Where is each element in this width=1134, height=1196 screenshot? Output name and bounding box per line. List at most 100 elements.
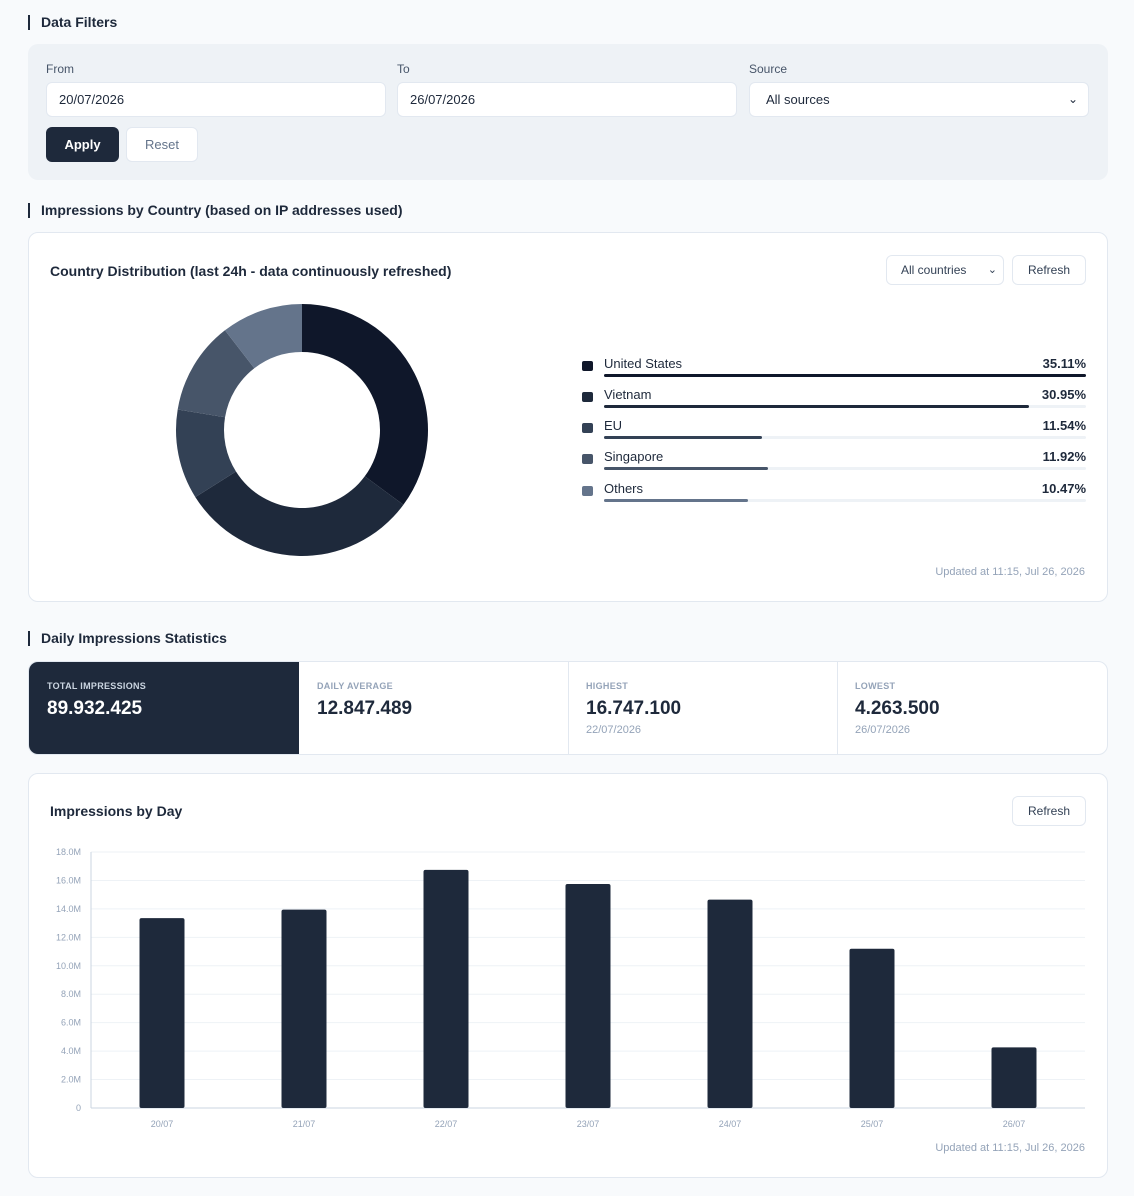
- legend-item: Others 10.47%: [582, 481, 1086, 507]
- y-tick-label: 4.0M: [61, 1046, 81, 1056]
- stat-highest: HIGHEST 16.747.100 22/07/2026: [568, 662, 838, 754]
- to-label: To: [397, 62, 410, 76]
- stat-label: DAILY AVERAGE: [317, 681, 393, 691]
- bar-22-07: [423, 869, 469, 1108]
- legend-label: Others: [604, 481, 644, 496]
- x-tick-label: 24/07: [719, 1119, 742, 1129]
- day-updated-text: Updated at 11:15, Jul 26, 2026: [935, 1142, 1085, 1154]
- to-date-input[interactable]: 26/07/2026: [397, 82, 737, 117]
- legend-bar-fill: [604, 374, 1086, 377]
- country-updated-text: Updated at 11:15, Jul 26, 2026: [935, 566, 1085, 578]
- country-select[interactable]: All countries ⌄: [886, 255, 1004, 285]
- legend-item: United States 35.11%: [582, 356, 1086, 382]
- legend-bar-track: [604, 499, 1086, 502]
- x-tick-label: 21/07: [293, 1119, 316, 1129]
- bar-24-07: [707, 899, 753, 1108]
- reset-button[interactable]: Reset: [126, 127, 198, 162]
- y-tick-label: 16.0M: [56, 875, 81, 885]
- stat-value: 4.263.500: [855, 698, 940, 719]
- stat-total-impressions: TOTAL IMPRESSIONS 89.932.425: [29, 662, 299, 754]
- legend-swatch: [582, 392, 593, 402]
- y-tick-label: 10.0M: [56, 961, 81, 971]
- filters-section-title: Data Filters: [28, 15, 117, 30]
- y-tick-label: 14.0M: [56, 904, 81, 914]
- legend-bar-track: [604, 467, 1086, 470]
- stat-value: 12.847.489: [317, 698, 413, 719]
- y-tick-label: 12.0M: [56, 932, 81, 942]
- stat-label: TOTAL IMPRESSIONS: [47, 681, 147, 691]
- donut-slice-united-states: [302, 304, 429, 505]
- chevron-down-icon: ⌄: [987, 264, 997, 276]
- legend-bar-fill: [604, 499, 748, 502]
- donut-slice-others: [224, 304, 302, 369]
- donut-slice-singapore: [177, 330, 255, 418]
- filters-panel: From 20/07/2026 To 26/07/2026 Source All…: [28, 44, 1108, 180]
- legend-swatch: [582, 361, 593, 371]
- legend-bar-fill: [604, 467, 768, 470]
- stat-value: 16.747.100: [586, 698, 682, 719]
- stat-lowest: LOWEST 4.263.500 26/07/2026: [837, 662, 1107, 754]
- bar-21-07: [281, 909, 327, 1108]
- y-tick-label: 8.0M: [61, 989, 81, 999]
- legend-item: EU 11.54%: [582, 418, 1086, 444]
- bar-25-07: [849, 948, 895, 1108]
- stat-date: 22/07/2026: [586, 724, 642, 736]
- legend-label: Vietnam: [604, 387, 652, 402]
- chevron-down-icon: ⌄: [1067, 92, 1078, 106]
- country-distribution-card: Country Distribution (last 24h - data co…: [28, 232, 1108, 602]
- legend-item: Vietnam 30.95%: [582, 387, 1086, 413]
- country-select-value: All countries: [901, 263, 967, 277]
- legend-bar-track: [604, 405, 1086, 408]
- legend-swatch: [582, 486, 593, 496]
- daily-section-title: Daily Impressions Statistics: [28, 631, 227, 646]
- y-tick-label: 2.0M: [61, 1075, 81, 1085]
- legend-label: Singapore: [604, 449, 664, 464]
- y-tick-label: 6.0M: [61, 1018, 81, 1028]
- donut-chart: [176, 304, 429, 556]
- day-refresh-button[interactable]: Refresh: [1012, 796, 1086, 826]
- x-tick-label: 26/07: [1003, 1119, 1026, 1129]
- stat-date: 26/07/2026: [855, 724, 911, 736]
- y-tick-label: 0: [76, 1103, 81, 1113]
- from-label: From: [46, 62, 74, 76]
- bar-chart: 0 2.0M 4.0M 6.0M 8.0M 10.0M 12.0M 14.0M 16.0M 18.…: [56, 847, 1085, 1129]
- y-tick-label: 18.0M: [56, 847, 81, 857]
- from-date-input[interactable]: 20/07/2026: [46, 82, 386, 117]
- x-tick-label: 23/07: [577, 1119, 600, 1129]
- legend-bar-fill: [604, 436, 763, 439]
- x-tick-label: 22/07: [435, 1119, 458, 1129]
- legend-percentage: 35.11%: [1042, 356, 1086, 371]
- x-tick-label: 20/07: [151, 1119, 174, 1129]
- legend-label: EU: [604, 418, 623, 433]
- stat-daily-average: DAILY AVERAGE 12.847.489: [299, 662, 569, 754]
- legend-percentage: 11.54%: [1042, 418, 1086, 433]
- stats-summary: TOTAL IMPRESSIONS 89.932.425 DAILY AVERA…: [28, 661, 1108, 755]
- country-card-title: Country Distribution (last 24h - data co…: [50, 263, 452, 279]
- legend-percentage: 11.92%: [1042, 449, 1086, 464]
- legend-swatch: [582, 454, 593, 464]
- apply-button[interactable]: Apply: [46, 127, 119, 162]
- bar-chart-title: Impressions by Day: [50, 803, 183, 819]
- source-label: Source: [749, 62, 788, 76]
- bar-26-07: [991, 1047, 1037, 1108]
- legend-bar-track: [604, 374, 1086, 377]
- legend-percentage: 30.95%: [1041, 387, 1086, 402]
- country-refresh-button[interactable]: Refresh: [1012, 255, 1086, 285]
- legend-label: United States: [604, 356, 683, 371]
- impressions-by-day-card: Impressions by Day Refresh 0 2.0M 4.0M 6.0M…: [28, 773, 1108, 1178]
- legend-swatch: [582, 423, 593, 433]
- country-section-title: Impressions by Country (based on IP addr…: [28, 203, 403, 218]
- stat-value: 89.932.425: [47, 698, 143, 719]
- legend-bar-track: [604, 436, 1086, 439]
- stat-label: LOWEST: [855, 681, 896, 691]
- source-select[interactable]: All sources ⌄: [749, 82, 1089, 117]
- legend-percentage: 10.47%: [1041, 481, 1086, 496]
- legend-item: Singapore 11.92%: [582, 449, 1086, 475]
- source-select-value: All sources: [766, 92, 830, 107]
- donut-slice-eu: [176, 409, 236, 498]
- bar-20-07: [139, 918, 185, 1108]
- legend-bar-fill: [604, 405, 1029, 408]
- donut-slice-vietnam: [195, 471, 404, 556]
- x-tick-label: 25/07: [861, 1119, 884, 1129]
- stat-label: HIGHEST: [586, 681, 629, 691]
